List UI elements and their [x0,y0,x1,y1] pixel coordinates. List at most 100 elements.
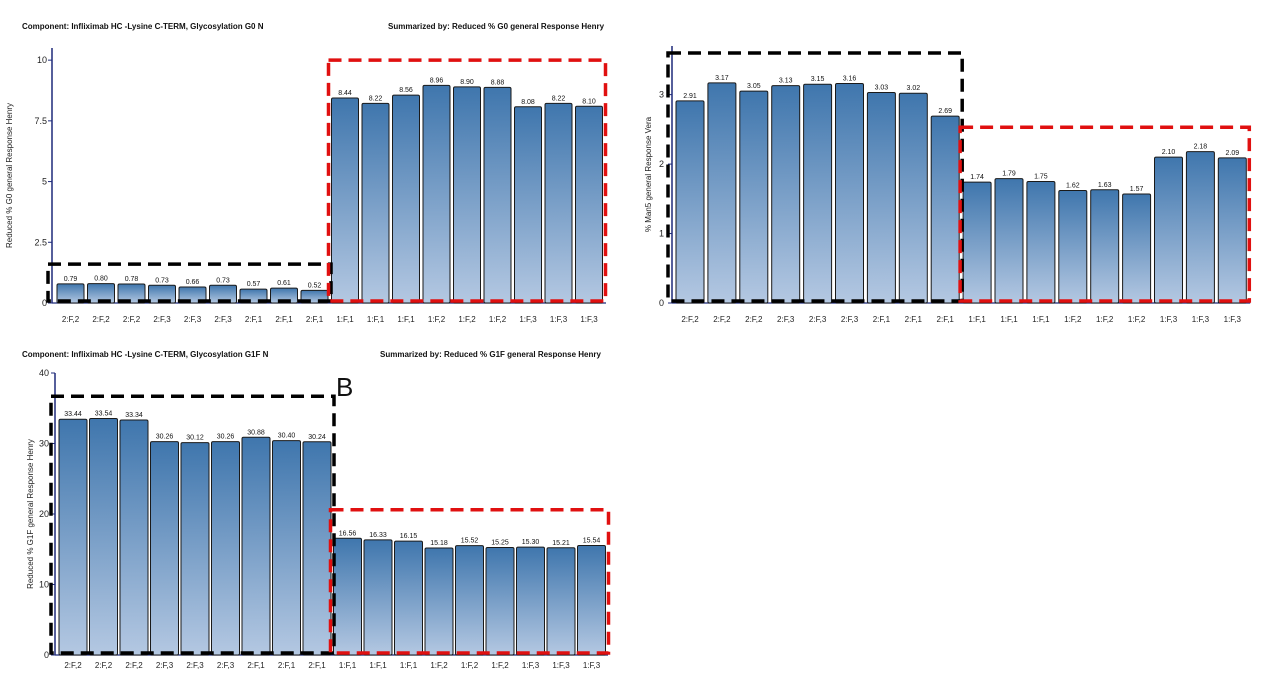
g1f-category-label: 2:F,1 [247,661,265,670]
g1f-value-label: 30.26 [156,434,174,441]
g0-bar [392,94,420,304]
man5-y-tick-label: 3 [659,90,664,100]
man5-bar [866,92,896,304]
g1f-bar [302,441,332,656]
g1f-value-label: 30.12 [186,435,204,442]
g0-category-label: 1:F,2 [489,315,507,324]
g1f-value-label: 16.56 [339,530,357,537]
g1f-chart: 0 10 20 30 40 Reduced % G1F general Response … [26,368,611,670]
man5-bar [1058,189,1088,304]
g0-component-header: Component: Infliximab HC -Lysine C-TERM,… [22,22,264,31]
man5-category-label: 1:F,1 [968,315,986,324]
g0-category-label: 2:F,2 [92,315,110,324]
man5-category-label: 1:F,1 [1032,315,1050,324]
g0-bar [361,102,390,304]
g0-y-tick-label: 0 [42,298,47,308]
man5-bar [803,83,833,304]
g1f-bar [241,436,271,656]
g1f-bar [180,442,210,656]
man5-bar [1026,180,1056,304]
g0-y-tick-label: 2.5 [34,237,47,247]
g1f-category-label: 2:F,1 [278,661,296,670]
g0-bar [209,284,237,304]
man5-value-label: 3.05 [747,83,761,90]
g0-bar [453,86,481,304]
g0-bar [483,86,512,304]
man5-bar [1154,156,1183,304]
g1f-value-label: 16.33 [369,532,387,539]
g1f-y-tick-label: 10 [39,580,49,590]
g1f-y-tick-label: 30 [39,439,49,449]
g0-value-label: 8.96 [430,77,444,84]
g0-y-tick-label: 10 [37,55,47,65]
man5-value-label: 2.69 [938,108,952,115]
g1f-bar [455,545,484,656]
g0-value-label: 0.80 [94,276,108,283]
g1f-category-label: 1:F,2 [461,661,479,670]
man5-y-axis-label: % Man5 general Response Vera [644,116,653,232]
g0-category-label: 2:F,1 [245,315,263,324]
man5-bar [707,82,737,304]
g1f-black-group-box [49,394,336,655]
g0-value-label: 8.56 [399,87,413,94]
g1f-bar [363,539,393,656]
g0-value-label: 0.73 [155,277,169,284]
g0-bar [544,102,573,304]
man5-category-label: 2:F,3 [841,315,859,324]
g1f-category-label: 1:F,1 [369,661,387,670]
g1f-category-label: 2:F,2 [95,661,113,670]
man5-value-label: 2.09 [1225,150,1239,157]
man5-category-label: 1:F,2 [1128,315,1146,324]
man5-value-label: 3.03 [875,85,889,92]
g0-category-label: 1:F,2 [458,315,476,324]
man5-value-label: 1.79 [1002,171,1016,178]
g0-chart: 0 2.5 5 7.5 10 Reduced % G0 general Response … [5,48,608,324]
g0-category-label: 2:F,1 [275,315,293,324]
g1f-y-tick-label: 40 [39,368,49,378]
g1f-value-label: 15.52 [461,538,479,545]
man5-value-label: 3.17 [715,75,729,82]
man5-bar [771,85,801,304]
man5-bar [962,181,992,304]
g1f-bar [150,441,179,656]
man5-category-label: 2:F,3 [809,315,827,324]
g0-value-label: 0.78 [125,276,139,283]
man5-category-label: 1:F,3 [1192,315,1210,324]
g1f-bar [58,418,88,656]
g1f-category-label: 1:F,1 [400,661,418,670]
g0-value-label: 0.73 [216,277,230,284]
g0-category-label: 1:F,3 [580,315,598,324]
g1f-value-label: 15.21 [552,540,570,547]
g1f-summary-header: Summarized by: Reduced % G1F general Res… [380,350,601,359]
g1f-value-label: 33.54 [95,411,113,418]
man5-black-group-box [666,51,964,303]
g0-y-axis-label: Reduced % G0 general Response Henry [5,103,14,248]
man5-value-label: 1.74 [970,174,984,181]
g0-category-label: 2:F,2 [123,315,141,324]
g1f-bar [272,440,301,656]
g1f-bar [394,540,423,656]
g1f-category-label: 1:F,3 [583,661,601,670]
man5-bar [1090,189,1120,304]
g1f-red-group-box [328,508,611,655]
man5-bar [675,100,705,304]
man5-category-label: 2:F,1 [937,315,955,324]
panel-label: B [336,372,354,402]
g1f-y-tick-label: 0 [44,650,49,660]
g0-bar [87,283,115,304]
man5-category-label: 2:F,1 [905,315,923,324]
g1f-bar [424,547,454,656]
man5-bar [835,83,864,304]
g0-category-label: 2:F,2 [62,315,80,324]
g0-value-label: 0.52 [308,282,322,289]
man5-value-label: 1.57 [1130,186,1144,193]
man5-bar [1217,157,1247,304]
g1f-value-label: 16.15 [400,533,418,540]
g1f-category-label: 1:F,2 [430,661,448,670]
g1f-bar [577,544,606,656]
g1f-value-label: 30.88 [247,429,265,436]
g0-category-label: 2:F,3 [184,315,202,324]
g1f-value-label: 15.25 [491,539,509,546]
g0-value-label: 8.22 [369,95,383,102]
man5-value-label: 3.15 [811,76,825,83]
